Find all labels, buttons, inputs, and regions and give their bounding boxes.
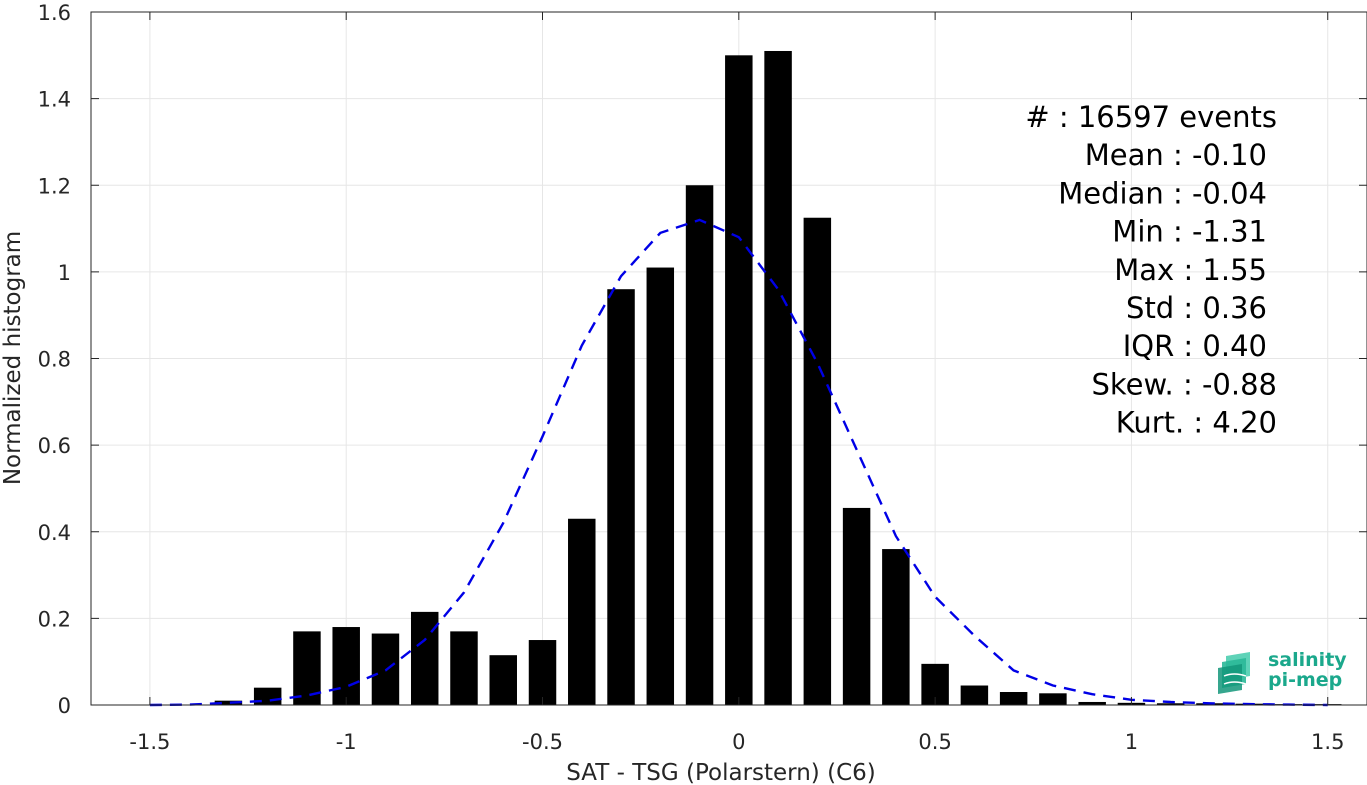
stats-line: IQR : 0.40	[1123, 329, 1267, 363]
y-axis-ticks: 0 0.2 0.4 0.6 0.8 1 1.2 1.4 1.6	[38, 1, 1367, 718]
histogram-bar	[528, 640, 557, 705]
histogram-bar	[410, 611, 439, 705]
stats-line: Mean : -0.10	[1085, 138, 1267, 172]
stats-line: Max : 1.55	[1114, 253, 1267, 287]
histogram-bar	[568, 518, 596, 705]
logo-text-salinity: salinity	[1268, 649, 1347, 671]
x-axis-ticks: -1.5 -1 -0.5 0 0.5 1 1.5	[129, 12, 1344, 754]
x-tick-label: 0	[732, 730, 745, 754]
y-tick-label: 1.2	[38, 174, 71, 198]
histogram-bar	[1156, 703, 1185, 705]
histogram-bar	[607, 289, 635, 705]
histogram-bars	[214, 50, 1342, 705]
x-tick-label: -0.5	[522, 730, 563, 754]
salinity-pi-mep-logo: salinity pi-mep	[1218, 649, 1347, 694]
logo-text-pi-mep: pi-mep	[1268, 669, 1342, 691]
x-tick-label: 1	[1125, 730, 1138, 754]
histogram-bar	[450, 631, 478, 705]
y-tick-label: 0.2	[38, 607, 71, 631]
histogram-bar	[214, 700, 243, 705]
histogram-bar	[1039, 693, 1067, 705]
y-tick-label: 0.4	[38, 521, 71, 545]
y-tick-label: 1.6	[38, 1, 71, 25]
wave-logo-icon	[1218, 652, 1250, 694]
y-tick-label: 1.4	[38, 88, 71, 112]
histogram-bar	[489, 655, 517, 705]
stats-line: # : 16597 events	[1025, 100, 1277, 134]
x-tick-label: 1.5	[1311, 730, 1344, 754]
y-tick-label: 0	[58, 694, 71, 718]
x-tick-label: 0.5	[918, 730, 951, 754]
stats-line: Min : -1.31	[1112, 215, 1267, 249]
histogram-bar	[332, 627, 360, 705]
y-axis-title: Normalized histogram	[0, 231, 26, 485]
y-tick-label: 1	[58, 261, 71, 285]
x-axis-title: SAT - TSG (Polarstern) (C6)	[566, 760, 875, 785]
histogram-bar	[960, 685, 989, 705]
x-tick-label: -1	[336, 730, 357, 754]
stats-line: Median : -0.04	[1058, 176, 1267, 210]
x-tick-label: -1.5	[129, 730, 170, 754]
stats-line: Kurt. : 4.20	[1116, 406, 1277, 440]
histogram-bar	[842, 507, 871, 705]
histogram-bar	[764, 50, 792, 705]
y-tick-label: 0.8	[38, 348, 71, 372]
histogram-bar	[725, 55, 753, 705]
histogram-bar	[803, 217, 832, 705]
y-tick-label: 0.6	[38, 434, 71, 458]
histogram-bar	[999, 692, 1028, 705]
histogram-bar	[882, 549, 910, 705]
stats-line: Std : 0.36	[1126, 291, 1267, 325]
stats-annotation: # : 16597 events Mean : -0.10 Median : -0.…	[1025, 100, 1277, 440]
histogram-bar	[1078, 701, 1106, 705]
histogram-bar	[646, 267, 675, 705]
stats-line: Skew. : -0.88	[1091, 367, 1277, 401]
histogram-bar	[685, 185, 714, 705]
